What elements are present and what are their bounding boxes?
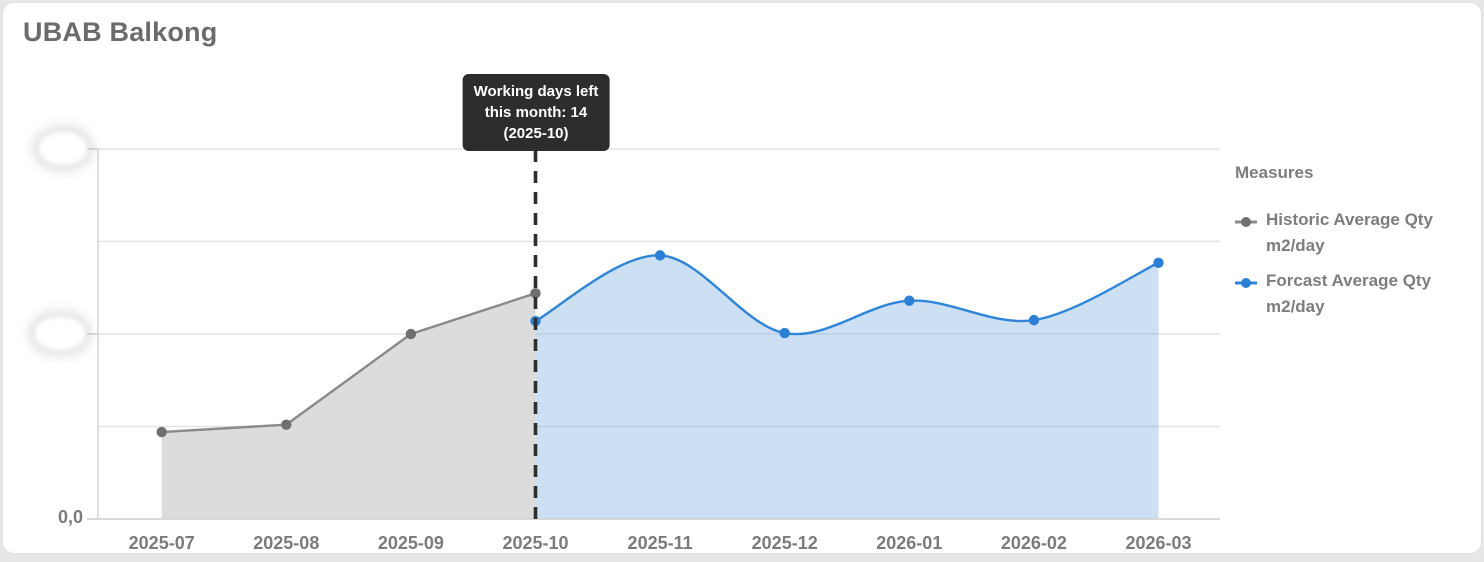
series-area — [535, 255, 1159, 519]
x-axis-label: 2025-09 — [377, 533, 444, 553]
x-axis-label: 2026-03 — [1125, 533, 1192, 553]
redacted-y-label — [39, 132, 87, 165]
data-point[interactable] — [654, 250, 666, 261]
historic-series-icon — [1235, 217, 1257, 227]
x-axis-label: 2025-08 — [253, 533, 320, 553]
data-point[interactable] — [904, 295, 915, 306]
x-axis-label: 2025-11 — [627, 533, 693, 553]
legend-item-forecast[interactable]: Forcast Average Qty m2/day — [1235, 268, 1481, 320]
data-point[interactable] — [1028, 314, 1040, 326]
page-title: UBAB Balkong — [23, 17, 218, 47]
data-point[interactable] — [779, 327, 790, 339]
forecast-series-icon — [1235, 278, 1257, 288]
series-line — [534, 254, 1160, 336]
legend-item-label: Forcast Average Qty m2/day — [1266, 271, 1432, 316]
redacted-y-label — [35, 317, 85, 350]
chart-canvas[interactable] — [3, 3, 1484, 562]
x-axis-label: 2025-07 — [128, 533, 195, 553]
annotation-line: (2025-10) — [503, 125, 569, 142]
data-point[interactable] — [281, 419, 292, 430]
data-point[interactable] — [405, 328, 417, 340]
legend: Measures Historic Average Qty m2/day For… — [1235, 163, 1481, 329]
series-line — [161, 292, 536, 434]
legend-title: Measures — [1235, 163, 1314, 182]
x-axis-label: 2025-10 — [502, 533, 569, 553]
y-axis-zero-label: 0,0 — [57, 507, 83, 527]
data-point[interactable] — [156, 426, 167, 438]
x-axis-label: 2026-01 — [876, 533, 943, 553]
chart-card: UBAB Balkong 0,0 2025-07 2025-08 2025-09 20… — [2, 2, 1482, 554]
annotation-line: Working days left — [473, 83, 599, 100]
annotation-line: this month: 14 — [484, 104, 588, 121]
x-axis-label: 2026-02 — [1000, 533, 1067, 553]
data-point[interactable] — [1153, 257, 1164, 268]
data-point[interactable] — [530, 288, 541, 299]
legend-item-label: Historic Average Qty m2/day — [1266, 210, 1433, 255]
legend-item-historic[interactable]: Historic Average Qty m2/day — [1235, 207, 1481, 259]
x-axis-label: 2025-12 — [751, 533, 818, 553]
working-days-annotation: Working days left this month: 14 (2025-1… — [462, 74, 610, 151]
series-area — [161, 293, 536, 519]
